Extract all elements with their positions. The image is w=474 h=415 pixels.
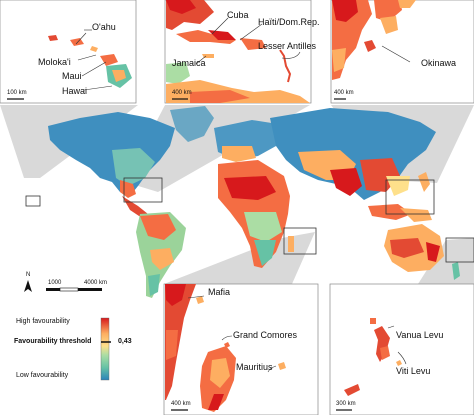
label-okinawa: Okinawa bbox=[421, 58, 457, 68]
label-vanua-levu: Vanua Levu bbox=[396, 330, 444, 340]
legend-high: High favourability bbox=[16, 318, 70, 325]
legend-threshold-value: 0,43 bbox=[118, 338, 132, 345]
scale-bar-end: 4000 km bbox=[84, 280, 108, 286]
legend-threshold-label: Favourability threshold bbox=[14, 338, 92, 345]
pacific-scale: 300 km bbox=[336, 401, 356, 407]
label-jamaica: Jamaica bbox=[172, 58, 206, 68]
scale-bar-graphic bbox=[46, 287, 102, 292]
scale-bar-mid: 1000 bbox=[48, 280, 62, 286]
world-map bbox=[48, 106, 460, 298]
inset-pacific bbox=[329, 283, 474, 415]
greenland bbox=[170, 106, 214, 142]
label-maui: Maui bbox=[62, 71, 82, 81]
label-cuba: Cuba bbox=[227, 10, 249, 20]
caribbean-scale: 400 km bbox=[172, 90, 192, 96]
label-lesser-antilles: Lesser Antilles bbox=[258, 41, 317, 51]
inset-caribbean bbox=[164, 0, 312, 104]
label-hawai: Hawai bbox=[62, 86, 88, 96]
label-grand-comores: Grand Comores bbox=[233, 330, 298, 340]
label-viti-levu: Viti Levu bbox=[396, 366, 431, 376]
hawaii-scale: 100 km bbox=[7, 90, 27, 96]
locator-boxes bbox=[25, 177, 474, 263]
inset-japan bbox=[330, 0, 474, 104]
legend-graphic bbox=[100, 317, 111, 381]
label-mauritius: Mauritius bbox=[236, 362, 273, 372]
indian-ocean-scale: 400 km bbox=[171, 401, 191, 407]
north-arrow-symbol bbox=[24, 280, 32, 292]
inset-indian-ocean bbox=[163, 283, 319, 415]
label-mafia: Mafia bbox=[208, 287, 231, 297]
japan-scale: 400 km bbox=[334, 90, 354, 96]
inset-hawaii bbox=[0, 0, 137, 104]
north-arrow-label: N bbox=[26, 272, 31, 278]
label-oahu: O'ahu bbox=[92, 22, 116, 32]
label-molokai: Moloka'i bbox=[38, 57, 71, 67]
label-haiti: Haïti/Dom.Rep. bbox=[258, 17, 320, 27]
legend-low: Low favourability bbox=[16, 372, 69, 379]
